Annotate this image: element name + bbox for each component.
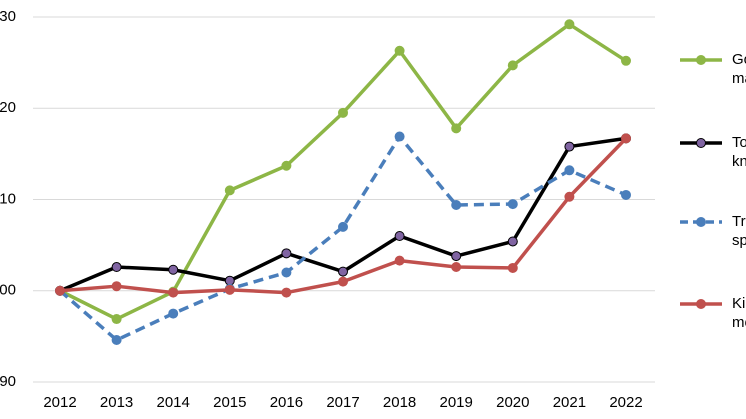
legend-label: kn: [732, 153, 746, 170]
data-point: [281, 160, 292, 171]
data-point: [621, 189, 631, 200]
legend-label: Go: [732, 51, 746, 68]
data-point: [394, 255, 405, 266]
data-point: [281, 287, 292, 298]
legend-label: Ki: [732, 295, 745, 312]
data-point: [451, 199, 462, 210]
x-tick-label: 2021: [553, 394, 586, 411]
x-tick-label: 2012: [43, 394, 76, 411]
data-point: [338, 276, 348, 287]
data-point: [281, 267, 292, 278]
y-tick-label: 100: [0, 282, 16, 299]
x-tick-label: 2022: [609, 394, 642, 411]
data-point: [338, 266, 348, 277]
data-point: [564, 191, 575, 202]
data-point: [111, 262, 122, 273]
x-tick-label: 2013: [100, 394, 133, 411]
data-point: [224, 185, 235, 196]
data-point: [224, 284, 235, 295]
data-point: [451, 262, 462, 273]
data-point: [111, 281, 122, 292]
x-tick-label: 2018: [383, 394, 416, 411]
data-point: [168, 308, 179, 319]
data-point: [451, 123, 462, 134]
x-tick-label: 2015: [213, 394, 246, 411]
legend-label: sp: [732, 232, 746, 249]
x-tick-label: 2014: [157, 394, 190, 411]
data-point: [394, 131, 405, 142]
data-point: [451, 251, 462, 262]
data-point: [394, 231, 405, 241]
legend-label: To: [732, 134, 746, 151]
x-tick-label: 2016: [270, 394, 303, 411]
data-point: [507, 60, 518, 71]
legend-marker: [696, 138, 706, 148]
legend-marker: [696, 55, 706, 65]
data-point: [111, 314, 122, 325]
data-point: [507, 236, 518, 247]
data-point: [564, 141, 575, 152]
data-point: [564, 165, 575, 176]
data-point: [111, 335, 122, 346]
y-tick-label: 130: [0, 8, 16, 25]
y-tick-label: 120: [0, 99, 16, 116]
data-point: [338, 221, 348, 232]
data-point: [507, 262, 518, 273]
data-point: [168, 264, 179, 275]
x-tick-label: 2017: [326, 394, 359, 411]
y-tick-label: 110: [0, 190, 16, 207]
legend-marker: [696, 217, 706, 227]
y-tick-label: 90: [0, 373, 16, 390]
data-point: [224, 275, 235, 286]
data-point: [507, 199, 518, 210]
legend-label: Tr: [732, 213, 746, 230]
data-point: [621, 133, 631, 144]
data-point: [564, 19, 575, 30]
series-line: [58, 134, 627, 342]
data-point: [394, 45, 405, 56]
data-point: [168, 287, 179, 298]
x-tick-label: 2020: [496, 394, 529, 411]
data-point: [281, 248, 292, 259]
legend-label: me: [732, 314, 746, 331]
data-point: [621, 55, 631, 66]
x-tick-label: 2019: [440, 394, 473, 411]
data-point: [55, 285, 65, 296]
legend-label: ma: [732, 70, 746, 87]
legend-marker: [696, 299, 706, 309]
data-point: [338, 107, 348, 118]
